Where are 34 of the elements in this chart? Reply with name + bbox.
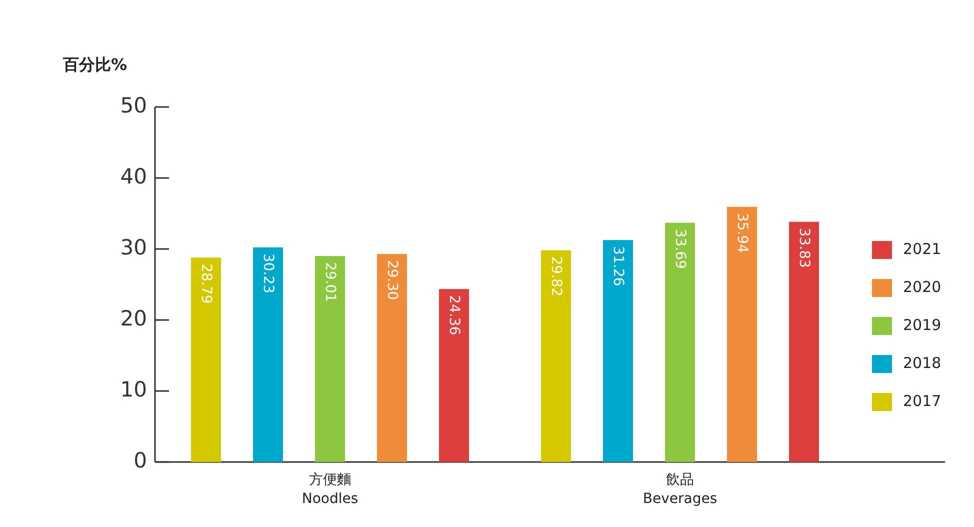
bar [377, 254, 407, 462]
legend-label: 2021 [903, 240, 942, 258]
bar [603, 240, 633, 462]
y-tick-label: 0 [134, 448, 147, 473]
y-tick-label: 40 [120, 164, 147, 189]
data-label: 28.79 [198, 264, 214, 304]
data-label: 33.69 [672, 228, 688, 269]
data-label: 24.36 [446, 295, 462, 336]
data-label: 29.30 [384, 260, 400, 300]
bar [665, 222, 695, 462]
y-tick-label: 50 [120, 94, 147, 118]
bar [315, 256, 345, 462]
data-label: 30.23 [260, 253, 276, 294]
y-tick-label: 10 [120, 378, 147, 402]
data-label: 31.26 [610, 246, 626, 286]
bar [541, 250, 571, 462]
y-tick-label: 30 [120, 236, 147, 260]
data-label: 33.83 [796, 228, 812, 268]
x-tick-label: 方便麵 Noodles [302, 472, 358, 507]
bar [727, 206, 757, 462]
bar [253, 247, 283, 462]
legend-label: 2017 [903, 392, 942, 410]
bar [789, 222, 819, 462]
data-label: 35.94 [734, 212, 750, 253]
x-tick-label: 飲品 Beverages [642, 472, 718, 507]
y-axis-title: 百分比% [62, 55, 128, 74]
legend-label: 2019 [903, 316, 942, 334]
legend-label: 2018 [903, 354, 942, 372]
y-tick-label: 20 [120, 306, 147, 331]
data-label: 29.01 [322, 262, 338, 302]
data-label: 29.82 [548, 256, 564, 296]
bar [439, 289, 469, 462]
bar [191, 258, 221, 462]
legend-label: 2020 [903, 278, 942, 296]
